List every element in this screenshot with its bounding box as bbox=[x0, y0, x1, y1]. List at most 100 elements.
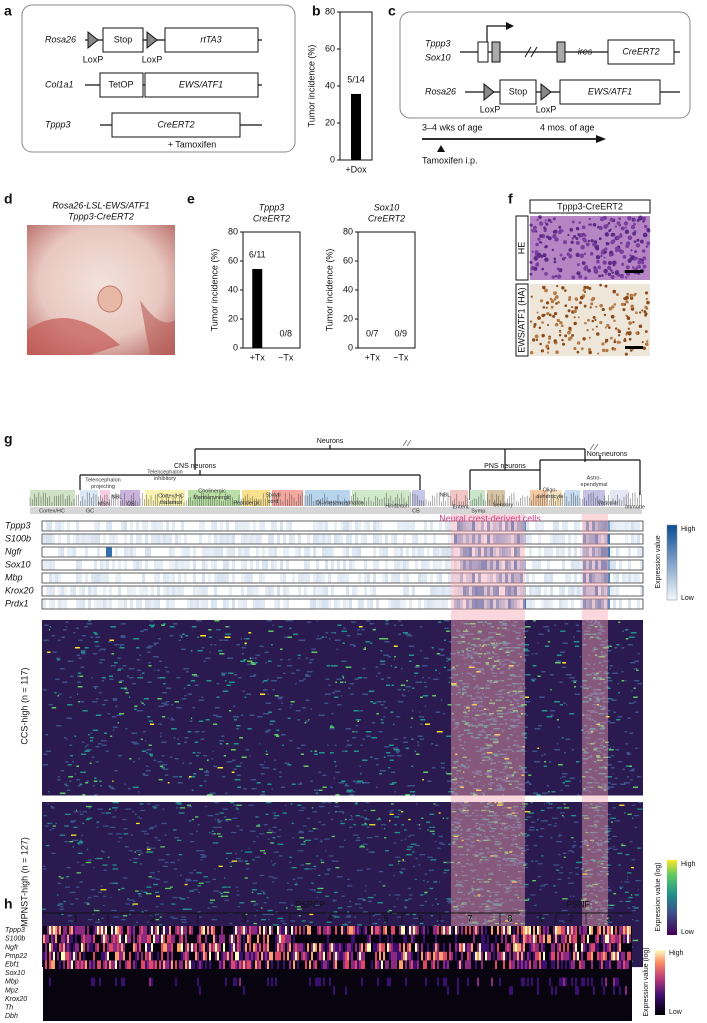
heatmap-cell bbox=[232, 861, 238, 862]
heatmap-cell bbox=[564, 857, 566, 858]
nucleus bbox=[593, 268, 597, 272]
heatmap-cell bbox=[251, 901, 256, 902]
nucleus bbox=[545, 345, 549, 349]
nucleus bbox=[620, 250, 624, 254]
heatmap-cell bbox=[536, 829, 538, 830]
heatmap-cell bbox=[146, 887, 151, 888]
heatmap-cell bbox=[306, 721, 309, 723]
heatmap-cell bbox=[119, 837, 123, 838]
expression-cell bbox=[622, 522, 625, 531]
heatmap-cell bbox=[538, 676, 541, 678]
heatmap-cell bbox=[332, 861, 336, 862]
heatmap-cell bbox=[158, 840, 161, 841]
heatmap-cell bbox=[423, 695, 428, 697]
nucleus bbox=[544, 257, 548, 261]
heatmap-cell bbox=[352, 737, 356, 739]
expression-cell bbox=[322, 587, 325, 596]
heatmap-cell bbox=[88, 859, 92, 860]
heatmap-cell bbox=[124, 689, 128, 691]
heatmap-cell bbox=[423, 880, 425, 881]
heatmap bbox=[42, 620, 643, 796]
expression-cell bbox=[322, 522, 325, 531]
heatmap-cell bbox=[135, 851, 137, 852]
heatmap-cell bbox=[273, 877, 278, 878]
expression-cell bbox=[538, 587, 541, 596]
heatmap-cell bbox=[637, 683, 642, 685]
heatmap-cell bbox=[322, 775, 326, 777]
expression-cell bbox=[169, 574, 172, 583]
heatmap-cell bbox=[575, 646, 579, 648]
heatmap-cell bbox=[390, 784, 394, 786]
expression-cell bbox=[199, 600, 202, 609]
nucleus bbox=[605, 349, 608, 352]
expression-cell bbox=[256, 561, 259, 570]
heatmap-cell bbox=[205, 881, 210, 882]
nucleus bbox=[534, 323, 537, 326]
nucleus bbox=[555, 302, 558, 305]
heatmap-cell bbox=[380, 770, 386, 772]
expression-cell bbox=[94, 535, 97, 544]
heatmap-cell bbox=[374, 758, 378, 760]
heatmap-cell bbox=[148, 646, 154, 648]
heatmap-cell bbox=[571, 815, 576, 816]
heatmap-cell bbox=[242, 653, 243, 655]
heatmap-cell bbox=[162, 755, 165, 757]
heatmap-cell bbox=[93, 730, 98, 732]
expression-cell bbox=[439, 561, 442, 570]
expression-cell bbox=[265, 587, 268, 596]
heatmap-cell bbox=[80, 814, 84, 815]
expression-cell bbox=[190, 600, 193, 609]
nucleus bbox=[595, 306, 597, 308]
nucleus bbox=[569, 228, 573, 232]
heatmap-cell bbox=[155, 825, 157, 826]
expression-cell bbox=[91, 574, 94, 583]
heatmap-cell bbox=[248, 728, 252, 730]
heatmap-cell bbox=[394, 739, 398, 741]
heatmap-cell bbox=[356, 719, 361, 721]
scale-bar bbox=[625, 346, 643, 349]
expression-cell bbox=[415, 561, 418, 570]
heatmap-cell bbox=[430, 888, 433, 889]
heatmap-cell bbox=[237, 787, 241, 789]
expression-cell bbox=[316, 587, 319, 596]
expression-cell bbox=[148, 548, 151, 557]
heatmap-cell bbox=[318, 638, 322, 640]
nucleus bbox=[546, 307, 548, 309]
heatmap-cell bbox=[120, 644, 125, 646]
heatmap-cell bbox=[106, 812, 111, 813]
heatmap-cell bbox=[137, 670, 141, 672]
expression-cell bbox=[385, 548, 388, 557]
heatmap-cell bbox=[249, 851, 252, 852]
heatmap-cell bbox=[136, 850, 141, 851]
heatmap-cell bbox=[181, 637, 183, 639]
expression-cell bbox=[322, 600, 325, 609]
heatmap-cell bbox=[305, 676, 311, 678]
heatmap-cell bbox=[254, 674, 257, 676]
tree-label: inhibitory bbox=[154, 476, 176, 482]
expression-cell bbox=[241, 587, 244, 596]
expression-cell bbox=[394, 600, 397, 609]
expression-cell bbox=[223, 600, 226, 609]
heatmap-cell bbox=[321, 862, 324, 863]
heatmap-cell bbox=[216, 716, 222, 718]
nucleus bbox=[568, 309, 571, 312]
heatmap-cell bbox=[621, 647, 624, 649]
heatmap-cell bbox=[253, 859, 255, 860]
heatmap-cell bbox=[560, 652, 565, 654]
heatmap-cell bbox=[405, 907, 407, 908]
heatmap-cell bbox=[239, 737, 243, 739]
panel-label: d bbox=[4, 191, 13, 207]
heatmap-cell bbox=[47, 803, 48, 804]
heatmap-cell bbox=[267, 620, 272, 622]
expression-cell bbox=[550, 548, 553, 557]
expression-cell bbox=[535, 561, 538, 570]
expression-cell bbox=[316, 600, 319, 609]
expression-cell bbox=[436, 561, 439, 570]
heatmap-cell bbox=[319, 806, 322, 807]
expression-cell bbox=[151, 522, 154, 531]
heatmap-cell bbox=[383, 701, 386, 703]
heatmap-cell bbox=[218, 767, 223, 769]
heatmap-cell bbox=[263, 689, 268, 691]
heatmap-cell bbox=[210, 902, 214, 903]
heatmap-cell bbox=[387, 677, 391, 679]
